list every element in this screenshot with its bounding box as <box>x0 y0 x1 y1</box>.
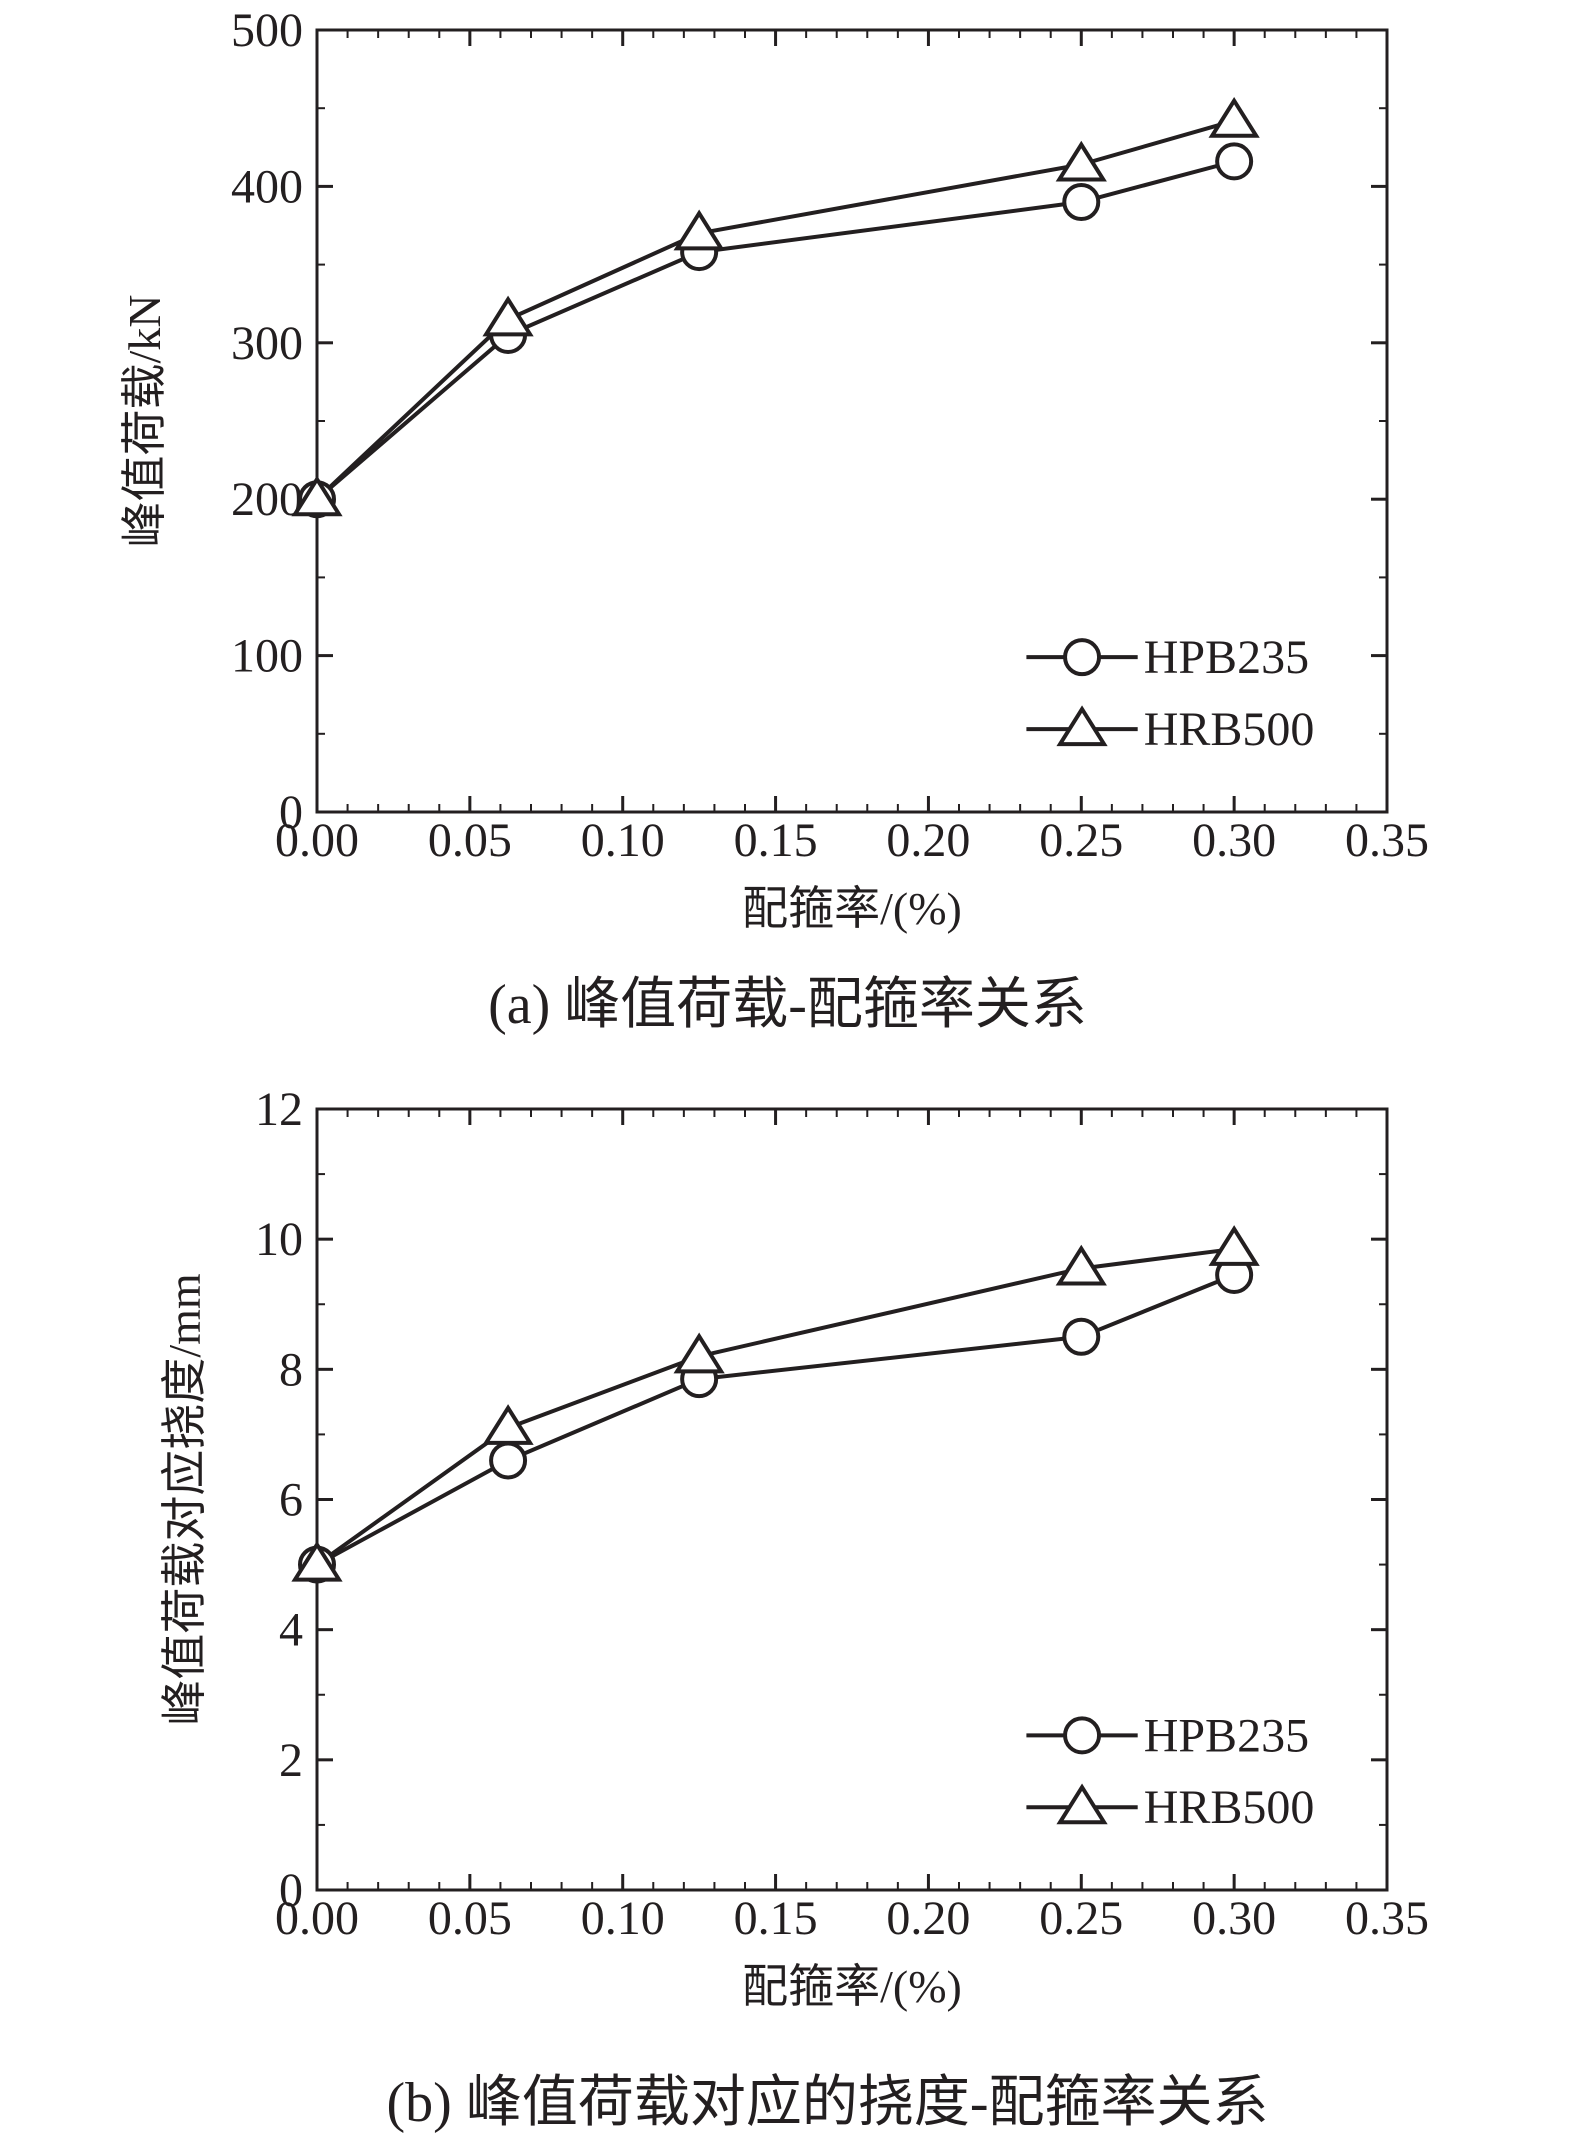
plot-frame <box>317 1109 1387 1890</box>
y-tick-label: 100 <box>231 630 303 683</box>
chart-caption-b: (b) 峰值荷载对应的挠度-配箍率关系 <box>40 2073 1575 2133</box>
chart-panel-a: 0.00 0.05 0.10 0.15 0.20 0.25 0.30 0.35 0 100 200 3… <box>0 0 1575 1073</box>
x-axis-label: 配箍率/(%) <box>742 1961 962 2012</box>
chart-b: 0.00 0.05 0.10 0.15 0.20 0.25 0.30 0.3502468101… <box>0 1073 1575 2146</box>
legend-label-hpb235: HPB235 <box>1144 631 1309 684</box>
x-tick-label: 0.05 <box>428 1892 512 1945</box>
x-tick-label: 0.25 <box>1039 814 1123 867</box>
data-point-hrb500 <box>1212 101 1256 136</box>
x-tick-label: 0.20 <box>886 1892 970 1945</box>
legend-label-hrb500: HRB500 <box>1144 703 1315 756</box>
y-axis-label: 峰值荷载对应挠度/mm <box>159 1273 210 1726</box>
data-point-hrb500 <box>486 299 530 334</box>
chart-a: 0.00 0.05 0.10 0.15 0.20 0.25 0.30 0.3501002003… <box>0 0 1575 1073</box>
legend-marker-hpb235 <box>1065 1718 1099 1752</box>
x-axis-label: 配箍率/(%) <box>742 883 962 934</box>
data-point-hpb235 <box>1217 144 1251 178</box>
legend-label-hpb235: HPB235 <box>1144 1709 1309 1762</box>
y-tick-label: 12 <box>255 1083 303 1136</box>
y-axis-label: 峰值荷载/kN <box>119 295 170 548</box>
data-point-hrb500 <box>486 1408 530 1443</box>
x-tick-label: 0.30 <box>1192 1892 1276 1945</box>
y-tick-label: 300 <box>231 317 303 370</box>
x-tick-label: 0.35 <box>1345 814 1429 867</box>
data-point-hrb500 <box>1212 1229 1256 1264</box>
y-tick-label: 2 <box>279 1734 303 1787</box>
data-point-hpb235 <box>491 1443 525 1477</box>
legend-marker-hpb235 <box>1065 640 1099 674</box>
series-line-hrb500 <box>317 1249 1234 1565</box>
chart-caption-a: (a) 峰值荷载-配箍率关系 <box>0 975 1575 1035</box>
x-tick-label: 0.20 <box>886 814 970 867</box>
x-tick-label: 0.10 <box>581 814 665 867</box>
x-tick-label: 0.25 <box>1039 1892 1123 1945</box>
y-tick-label: 400 <box>231 160 303 213</box>
data-point-hpb235 <box>1064 1320 1098 1354</box>
chart-panel-b: 0.00 0.05 0.10 0.15 0.20 0.25 0.30 0.35 0 2 4 6 8 10 1… <box>0 1073 1575 2146</box>
y-tick-label: 200 <box>231 473 303 526</box>
legend-marker-hrb500 <box>1060 1787 1104 1822</box>
legend-label-hrb500: HRB500 <box>1144 1781 1315 1834</box>
legend-marker-hrb500 <box>1060 709 1104 744</box>
data-point-hpb235 <box>1064 185 1098 219</box>
x-tick-label: 0.10 <box>581 1892 665 1945</box>
y-tick-label: 0 <box>279 1864 303 1917</box>
series-line-hpb235 <box>317 1275 1234 1565</box>
y-tick-label: 500 <box>231 4 303 57</box>
y-tick-label: 6 <box>279 1474 303 1527</box>
y-tick-label: 8 <box>279 1343 303 1396</box>
x-tick-label: 0.15 <box>734 814 818 867</box>
x-tick-label: 0.05 <box>428 814 512 867</box>
x-tick-label: 0.30 <box>1192 814 1276 867</box>
x-tick-label: 0.15 <box>734 1892 818 1945</box>
y-tick-label: 0 <box>279 786 303 839</box>
y-tick-label: 4 <box>279 1604 303 1657</box>
y-tick-label: 10 <box>255 1213 303 1266</box>
x-tick-label: 0.35 <box>1345 1892 1429 1945</box>
